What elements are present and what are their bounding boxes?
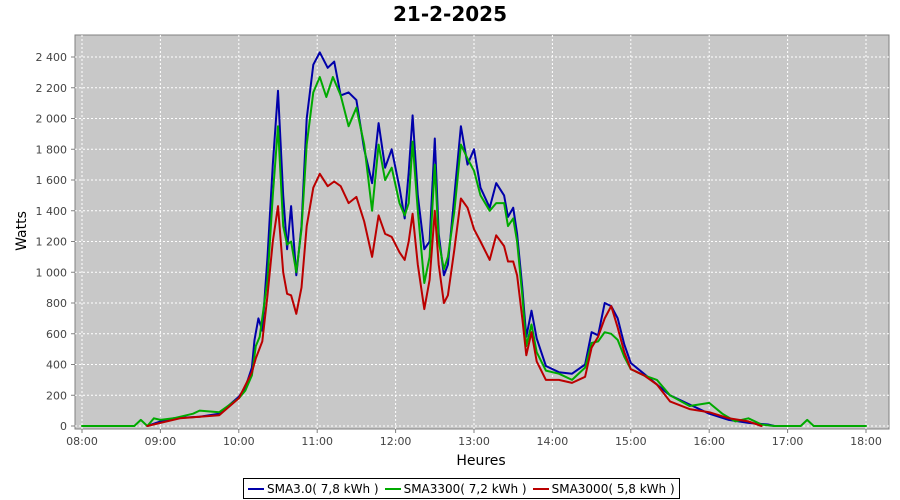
legend-label: SMA3.0( 7,8 kWh )	[267, 481, 379, 496]
y-tick-label: 0	[60, 420, 67, 433]
grid-lines	[75, 35, 889, 429]
x-axis-label: Heures	[456, 453, 505, 469]
y-tick-label: 800	[46, 297, 67, 310]
y-tick-label: 1 600	[36, 174, 68, 187]
y-axis-ticks: 0 200 400 600 800 1 000 1 200 1 400 1 600 1 800 2 …	[36, 51, 75, 433]
legend-label: SMA3300( 7,2 kWh )	[403, 481, 527, 496]
legend-swatch	[248, 487, 264, 490]
x-tick-label: 12:00	[380, 435, 412, 448]
x-tick-label: 18:00	[850, 435, 882, 448]
legend-swatch	[384, 487, 401, 490]
y-tick-label: 2 200	[36, 82, 68, 95]
series-line-1	[146, 51, 776, 427]
y-tick-label: 2 000	[36, 113, 68, 126]
legend-item: SMA3.0( 7,8 kWh )	[248, 482, 379, 496]
x-tick-label: 15:00	[615, 435, 647, 448]
y-tick-label: 2 400	[36, 51, 68, 64]
y-tick-label: 600	[46, 328, 67, 341]
y-tick-label: 1 200	[36, 236, 68, 249]
chart-legend: SMA3.0( 7,8 kWh ) SMA3300( 7,2 kWh ) SMA30…	[243, 478, 680, 499]
x-tick-label: 16:00	[693, 435, 725, 448]
x-tick-label: 09:00	[145, 435, 177, 448]
x-tick-label: 08:00	[66, 435, 98, 448]
y-tick-label: 1 800	[36, 143, 68, 156]
y-tick-label: 400	[46, 359, 67, 372]
y-tick-label: 200	[46, 389, 67, 402]
chart-title: 21-2-2025	[392, 2, 507, 26]
x-tick-label: 13:00	[458, 435, 490, 448]
x-tick-label: 17:00	[772, 435, 804, 448]
legend-swatch	[532, 487, 549, 490]
x-axis-ticks: 08:00 09:00 10:00 11:00 12:00 13:00 14:00 15:00…	[66, 429, 882, 448]
x-tick-label: 11:00	[301, 435, 333, 448]
series-line-3	[146, 172, 763, 427]
x-tick-label: 10:00	[223, 435, 255, 448]
series-lines	[81, 51, 867, 427]
y-axis-label: Watts	[14, 211, 30, 251]
y-tick-label: 1 000	[36, 266, 68, 279]
legend-label: SMA3000( 5,8 kWh )	[551, 481, 675, 496]
plot-area	[74, 34, 890, 430]
y-tick-label: 1 400	[36, 205, 68, 218]
legend-item: SMA3000( 5,8 kWh )	[532, 481, 675, 496]
legend-item: SMA3300( 7,2 kWh )	[384, 481, 527, 496]
x-tick-label: 14:00	[537, 435, 569, 448]
